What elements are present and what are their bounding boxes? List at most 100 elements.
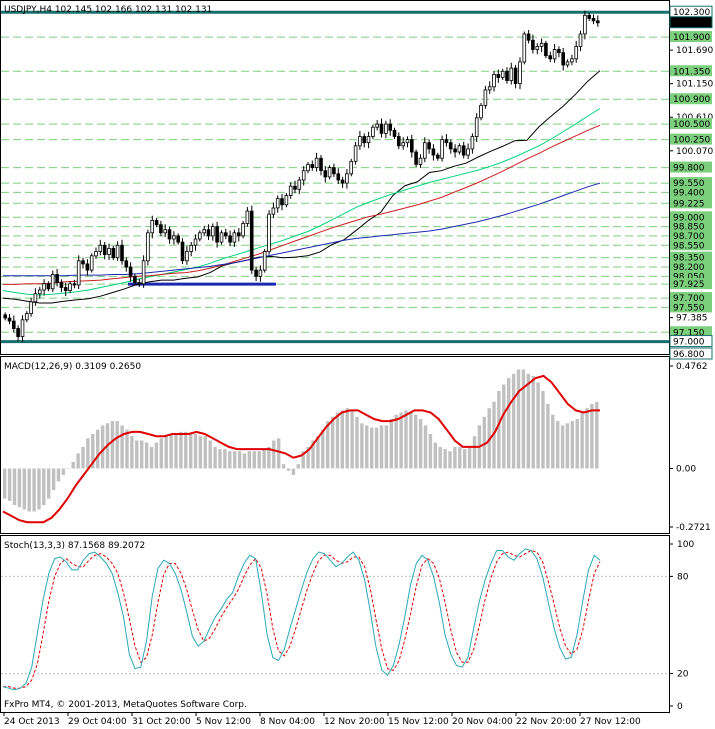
macd-bar — [61, 468, 66, 475]
candle-body — [409, 139, 414, 153]
candle-body — [111, 247, 116, 259]
macd-bar — [86, 438, 90, 469]
macd-bar — [423, 425, 428, 469]
candle-body — [418, 157, 423, 165]
stoch-signal-line — [3, 549, 601, 689]
candle-body — [457, 145, 462, 153]
candle-body — [202, 229, 207, 234]
price-tick-label: 98.850 — [673, 223, 705, 233]
macd-bar — [531, 375, 535, 469]
time-tick-label: 15 Nov 12:00 — [388, 717, 449, 727]
candle-body — [94, 251, 98, 257]
candle-body — [466, 148, 470, 156]
macd-bar — [208, 440, 212, 469]
candle-body — [358, 136, 362, 147]
price-tick-label: 99.800 — [673, 164, 705, 174]
candle-body — [223, 232, 228, 237]
candle-body — [115, 244, 120, 259]
candle-body — [306, 164, 310, 172]
macd-bar — [360, 423, 364, 469]
macd-bar — [154, 442, 159, 469]
macd-bar — [418, 419, 423, 469]
candle-body — [565, 61, 570, 66]
macd-bar — [414, 414, 418, 469]
candle-body — [440, 139, 444, 159]
candle-body — [526, 33, 531, 41]
macd-bar — [399, 412, 403, 469]
time-tick-label: 31 Oct 20:00 — [132, 717, 191, 727]
macd-bar — [511, 373, 516, 469]
macd-bar — [330, 416, 335, 469]
candle-body — [98, 244, 103, 252]
macd-bar — [135, 440, 139, 469]
candle-body — [72, 283, 77, 286]
macd-bar — [428, 434, 433, 469]
macd-bar — [306, 446, 310, 469]
candle-body — [332, 167, 336, 175]
macd-bar — [169, 434, 173, 469]
macd-bar — [536, 382, 540, 469]
candle-body — [107, 247, 111, 255]
macd-bar — [242, 453, 247, 469]
candle-body — [500, 70, 505, 78]
candle-body — [193, 238, 198, 246]
level-tag-box — [670, 220, 712, 232]
candle-body — [461, 145, 466, 156]
candle-body — [24, 313, 29, 321]
candle-body — [349, 160, 353, 175]
candle-body — [236, 232, 241, 237]
macd-panel-frame — [0, 356, 670, 534]
macd-bar — [81, 446, 85, 469]
candle-body — [301, 170, 306, 181]
macd-bar — [497, 391, 501, 469]
stoch-label: Stoch(13,3,3) 87.1568 89.2072 — [4, 541, 145, 551]
macd-bar — [56, 468, 61, 482]
candle-body — [509, 67, 514, 81]
level-tag-box — [670, 65, 712, 77]
moving-averages — [2, 70, 601, 304]
candle-body — [172, 235, 176, 240]
candle-body — [68, 283, 72, 291]
macd-bar — [32, 468, 36, 512]
macd-bar — [272, 440, 276, 469]
candle-body — [375, 123, 379, 128]
candle-body — [345, 173, 349, 184]
candle-body — [414, 151, 418, 165]
macd-bar — [22, 468, 26, 510]
candle-body — [492, 74, 496, 88]
macd-bar — [233, 451, 237, 469]
macd-bar — [184, 431, 188, 469]
candle-body — [210, 226, 215, 237]
macd-bar — [321, 429, 325, 469]
candle-body — [401, 142, 405, 147]
candle-body — [197, 232, 202, 240]
candle-body — [336, 173, 341, 181]
macd-bar — [560, 425, 565, 469]
candle-body — [163, 229, 168, 234]
macd-indicator: 0.4762 0.00 -0.2721 — [2, 362, 711, 533]
price-tick-label: 97.385 — [676, 314, 708, 324]
macd-bar — [580, 412, 584, 469]
candle-body — [427, 142, 431, 150]
macd-bar — [27, 468, 31, 512]
candle-body — [496, 74, 501, 78]
candle-body — [16, 328, 20, 338]
time-axis: 24 Oct 2013 29 Oct 04:00 31 Oct 20:00 5 Nov… — [3, 712, 641, 727]
macd-bar — [71, 462, 75, 469]
level-tag-box — [670, 118, 712, 130]
macd-bar — [394, 414, 398, 469]
candle-body — [189, 244, 194, 252]
candle-body — [232, 232, 237, 243]
candle-body — [422, 142, 427, 159]
macd-bar — [17, 468, 22, 508]
macd-bar — [164, 436, 168, 469]
candle-body — [46, 283, 51, 290]
macd-bar — [257, 451, 261, 469]
stoch-tick-label: 20 — [677, 670, 689, 680]
candle-body — [596, 20, 600, 24]
macd-bar — [144, 442, 149, 469]
macd-bar — [296, 464, 300, 469]
candle-body — [362, 136, 366, 144]
macd-bar — [345, 408, 349, 469]
